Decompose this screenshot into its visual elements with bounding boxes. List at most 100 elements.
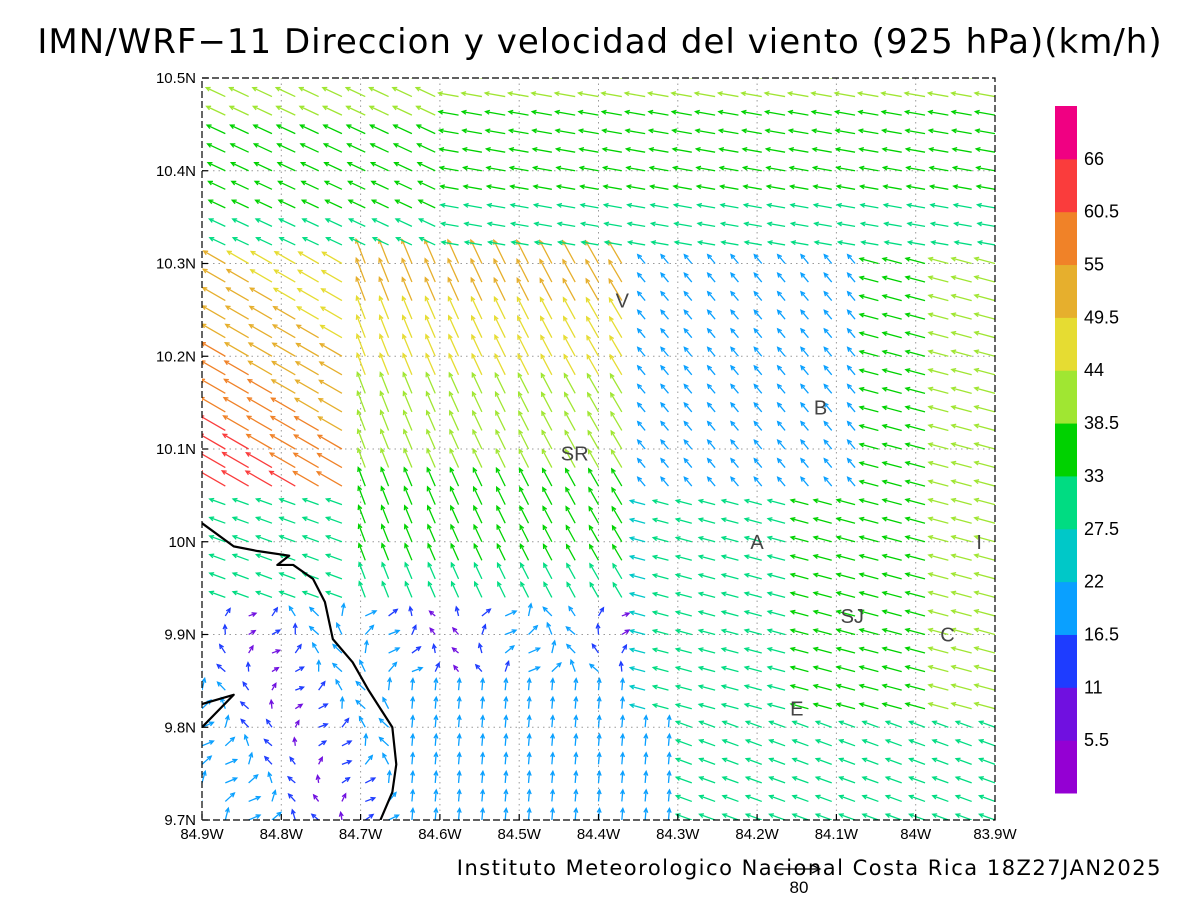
wind-vector [408, 605, 414, 617]
wind-vector [846, 438, 856, 450]
wind-vector [927, 516, 949, 524]
wind-vector [411, 646, 422, 654]
wind-vector [800, 272, 809, 283]
wind-vector [378, 717, 390, 728]
wind-vector [744, 794, 762, 803]
wind-vector [355, 332, 366, 357]
wind-vector [800, 253, 809, 264]
wind-vector [503, 714, 509, 728]
wind-vector [318, 755, 323, 765]
wind-vector [317, 397, 343, 413]
wind-vector [601, 165, 622, 172]
wind-vector [565, 625, 576, 635]
wind-vector [202, 188, 203, 190]
wind-vector [835, 646, 856, 654]
wind-vector [531, 165, 552, 172]
wind-vector [881, 386, 902, 394]
wind-vector [290, 808, 296, 820]
wind-vector [660, 401, 669, 413]
colorbar-label: 49.5 [1084, 307, 1119, 327]
wind-vector [207, 180, 226, 190]
wind-vector [588, 663, 599, 673]
wind-vector [697, 517, 716, 524]
wind-vector [859, 202, 879, 209]
wind-vector [364, 610, 378, 617]
wind-vector [247, 360, 273, 376]
wind-vector [648, 184, 669, 190]
wind-vector [356, 447, 366, 468]
wind-vector [904, 590, 926, 599]
wind-vector [424, 314, 436, 338]
wind-vector [223, 378, 249, 394]
wind-vector [694, 128, 716, 135]
wind-vector [451, 626, 460, 635]
wind-vector [904, 293, 926, 302]
place-label: E [790, 699, 803, 721]
wind-vector [927, 423, 949, 432]
wind-vector [310, 813, 320, 820]
wind-vector [823, 420, 833, 431]
wind-vector [481, 623, 487, 635]
wind-vector [597, 606, 605, 617]
wind-vector [812, 646, 832, 654]
wind-vector [299, 143, 319, 153]
x-tick-label: 84.4W [577, 826, 621, 843]
wind-vector [221, 433, 249, 450]
wind-vector [202, 415, 226, 432]
wind-vector [224, 323, 249, 339]
wind-vector [473, 561, 483, 580]
wind-vector [573, 714, 579, 728]
wind-vector [683, 290, 693, 302]
wind-vector [542, 524, 553, 543]
wind-vector [927, 572, 949, 580]
wind-vector [905, 184, 926, 190]
wind-vector [271, 629, 282, 636]
wind-vector [566, 562, 576, 580]
wind-vector [927, 497, 949, 506]
wind-vector [424, 276, 436, 301]
wind-vector [698, 813, 716, 820]
wind-vector [456, 751, 462, 765]
wind-vector [300, 199, 319, 209]
wind-vector [950, 646, 972, 654]
wind-vector [660, 290, 669, 302]
wind-vector [649, 202, 669, 209]
wind-vector [976, 240, 995, 246]
x-tick-label: 84.9W [180, 826, 224, 843]
wind-vector [202, 250, 226, 265]
wind-vector [481, 608, 492, 617]
wind-vector [224, 714, 230, 728]
wind-vector [834, 147, 856, 153]
wind-vector [551, 662, 562, 673]
wind-vector [516, 277, 530, 301]
wind-vector [800, 364, 809, 376]
wind-vector [884, 813, 902, 820]
wind-vector [730, 383, 739, 394]
wind-vector [394, 199, 413, 209]
wind-vector [618, 660, 624, 672]
wind-vector [355, 313, 366, 338]
wind-vector [776, 290, 786, 302]
wind-vector [838, 794, 856, 803]
wind-vector [974, 147, 995, 153]
wind-vector [858, 535, 879, 543]
wind-vector [296, 287, 319, 302]
wind-vector [493, 257, 506, 283]
wind-vector [594, 78, 599, 79]
wind-vector [242, 680, 250, 691]
wind-vector [789, 535, 809, 543]
wind-vector [391, 105, 413, 116]
wind-vector [427, 561, 436, 580]
wind-vector [800, 438, 809, 450]
wind-vector [904, 535, 926, 543]
wind-vector [753, 327, 763, 339]
wind-vector [450, 580, 460, 598]
wind-vector [526, 677, 532, 691]
wind-vector [478, 78, 482, 79]
wind-vector [299, 161, 319, 172]
wind-vector [683, 272, 693, 283]
wind-vector [950, 423, 972, 432]
wind-vector [347, 218, 366, 227]
wind-vector [228, 105, 249, 116]
wind-vector [881, 461, 902, 469]
